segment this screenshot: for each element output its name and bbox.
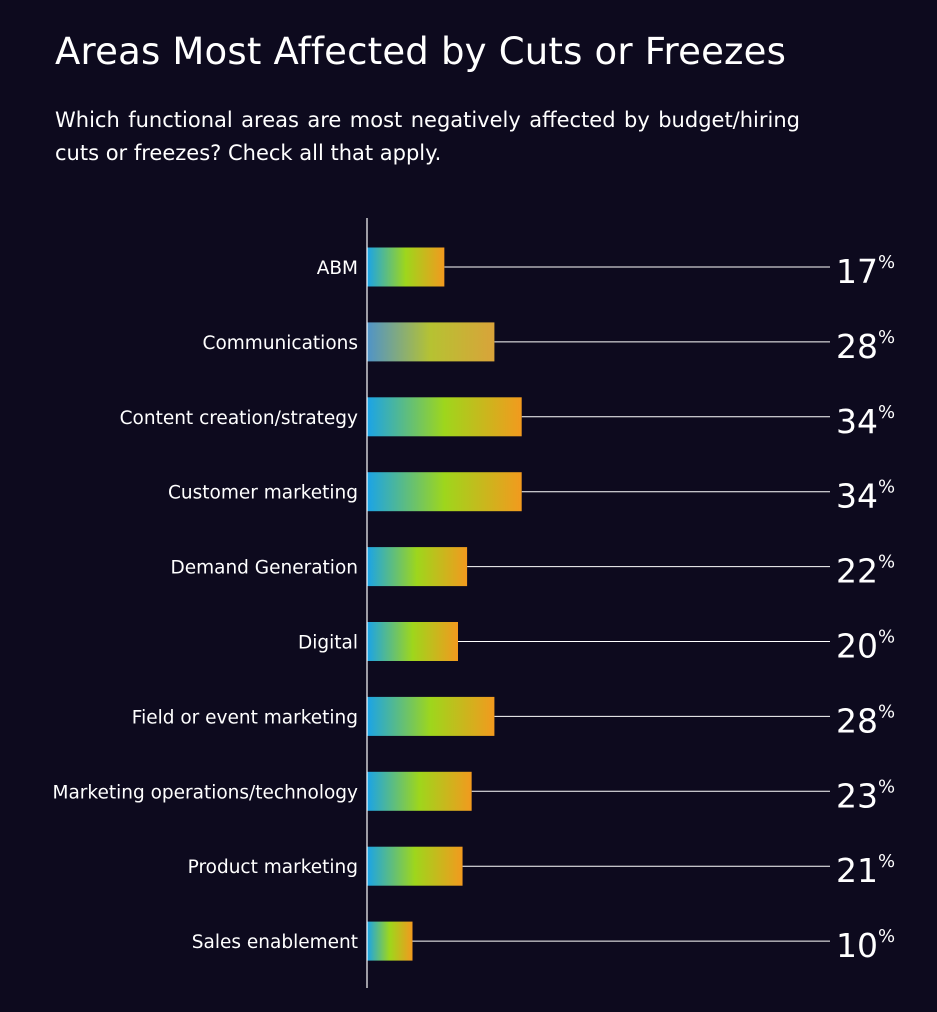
category-label: Demand Generation xyxy=(170,558,358,579)
category-label: Customer marketing xyxy=(168,483,358,504)
chart-title: Areas Most Affected by Cuts or Freezes xyxy=(55,30,787,73)
bars xyxy=(367,247,522,961)
category-labels: ABM Communications Content creation/strate… xyxy=(52,258,358,953)
category-label: ABM xyxy=(317,258,358,279)
chart-subtitle: Which functional areas are most negative… xyxy=(55,108,800,165)
value-label: 10% xyxy=(836,926,895,965)
value-label: 34% xyxy=(836,402,895,441)
bar xyxy=(367,472,522,512)
category-label: Content creation/strategy xyxy=(120,408,358,429)
value-label: 17% xyxy=(836,252,895,291)
bar xyxy=(367,247,445,287)
value-labels: 17% 28% 34% 34% 22% 20% 28% 23% 21% 10% xyxy=(836,252,895,965)
bar xyxy=(367,622,458,661)
category-label: Digital xyxy=(298,633,358,654)
value-label: 28% xyxy=(836,327,895,366)
category-label: Sales enablement xyxy=(192,932,358,953)
category-label: Marketing operations/technology xyxy=(52,782,358,803)
category-label: Field or event marketing xyxy=(132,707,358,728)
bar xyxy=(367,921,413,961)
bar xyxy=(367,771,472,811)
value-label: 28% xyxy=(836,701,895,740)
guide-lines xyxy=(412,266,830,942)
bar xyxy=(367,322,495,362)
category-label: Product marketing xyxy=(188,857,358,878)
value-label: 22% xyxy=(836,552,895,591)
bar xyxy=(367,397,522,437)
bar xyxy=(367,846,463,886)
value-label: 23% xyxy=(836,776,895,815)
category-label: Communications xyxy=(203,333,358,354)
bar xyxy=(367,696,495,736)
value-label: 20% xyxy=(836,627,895,666)
bar xyxy=(367,547,468,587)
value-label: 34% xyxy=(836,477,895,516)
value-label: 21% xyxy=(836,851,895,890)
